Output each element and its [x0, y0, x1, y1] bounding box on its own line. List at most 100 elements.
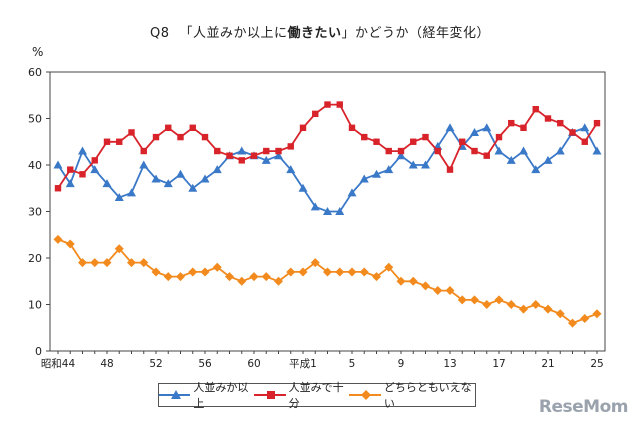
- legend-swatch-diamond-icon: [349, 390, 381, 400]
- data-point: [519, 146, 528, 155]
- data-point: [91, 157, 98, 164]
- data-point: [102, 258, 112, 268]
- data-point: [140, 147, 147, 155]
- data-point: [457, 295, 467, 305]
- data-point: [568, 318, 577, 328]
- data-point: [250, 152, 258, 159]
- y-tick-label: 0: [35, 345, 42, 358]
- data-point: [592, 146, 602, 155]
- data-point: [494, 295, 504, 305]
- data-point: [324, 101, 331, 108]
- data-point: [459, 138, 466, 145]
- data-point: [188, 183, 198, 192]
- data-point: [261, 272, 271, 282]
- data-point: [237, 146, 247, 155]
- data-point: [482, 300, 492, 309]
- data-point: [200, 174, 210, 183]
- title-emphasis: 働きたい: [287, 26, 342, 41]
- data-point: [128, 129, 135, 136]
- data-point: [397, 147, 405, 155]
- data-point: [114, 193, 124, 202]
- data-point: [275, 147, 282, 155]
- data-point: [531, 300, 541, 309]
- data-point: [483, 152, 490, 159]
- data-point: [201, 133, 209, 141]
- data-point: [408, 276, 418, 286]
- data-point: [177, 133, 184, 141]
- data-point: [312, 110, 319, 118]
- data-point: [274, 151, 283, 160]
- data-point: [335, 207, 345, 215]
- series-line-2: [57, 238, 598, 325]
- data-point: [67, 166, 74, 173]
- data-point: [555, 146, 565, 155]
- data-point: [446, 166, 454, 173]
- data-point: [396, 276, 406, 286]
- data-point: [212, 262, 222, 272]
- data-point: [384, 262, 394, 272]
- data-point: [422, 133, 429, 141]
- data-point: [361, 133, 368, 141]
- data-point: [520, 124, 527, 131]
- data-point: [298, 183, 308, 192]
- data-point: [373, 138, 380, 145]
- data-point: [421, 160, 430, 169]
- data-point: [347, 267, 357, 277]
- data-point: [495, 133, 503, 141]
- data-point: [335, 267, 345, 277]
- data-point: [263, 147, 270, 155]
- data-point: [163, 179, 173, 188]
- y-tick-label: 30: [28, 206, 42, 219]
- x-tick-label: 9: [398, 358, 405, 370]
- data-point: [261, 155, 271, 164]
- data-point: [214, 147, 221, 155]
- legend-swatch-triangle-icon: [159, 390, 191, 399]
- data-point: [336, 101, 343, 108]
- data-point: [116, 138, 123, 145]
- data-point: [127, 258, 136, 268]
- data-point: [90, 165, 100, 174]
- data-point: [531, 165, 541, 174]
- legend-swatch-square-icon: [254, 391, 286, 399]
- x-tick-label: 52: [149, 358, 162, 370]
- x-tick-label: 48: [100, 358, 113, 370]
- data-point: [139, 258, 149, 268]
- data-point: [90, 258, 100, 268]
- data-point: [470, 295, 479, 305]
- data-point: [65, 239, 75, 249]
- data-point: [54, 185, 62, 192]
- data-point: [53, 234, 63, 244]
- legend-label: どちらともいえない: [383, 381, 472, 410]
- data-point: [532, 106, 539, 113]
- data-point: [176, 169, 185, 178]
- data-point: [212, 165, 222, 174]
- data-point: [298, 267, 308, 277]
- data-point: [151, 174, 161, 183]
- data-point: [471, 147, 478, 155]
- data-point: [384, 165, 394, 174]
- data-point: [139, 160, 149, 169]
- data-point: [445, 286, 455, 296]
- x-tick-label: 5: [349, 358, 356, 370]
- x-tick-label: 昭和44: [41, 358, 76, 370]
- data-point: [580, 313, 590, 323]
- legend-label: 人並みで十分: [288, 381, 344, 410]
- data-point: [102, 179, 112, 188]
- y-tick-label: 10: [28, 299, 42, 312]
- data-point: [78, 258, 87, 268]
- data-point: [286, 267, 296, 277]
- legend-label: 人並みか以上: [193, 381, 249, 410]
- data-point: [127, 188, 136, 197]
- data-point: [323, 267, 332, 277]
- data-point: [543, 155, 553, 164]
- data-point: [299, 124, 307, 131]
- data-point: [176, 272, 185, 282]
- data-point: [372, 272, 381, 282]
- data-point: [408, 160, 418, 169]
- data-point: [53, 160, 63, 169]
- data-point: [348, 124, 356, 131]
- data-point: [543, 304, 553, 314]
- data-point: [347, 188, 357, 197]
- data-point: [103, 138, 111, 145]
- data-point: [225, 272, 234, 282]
